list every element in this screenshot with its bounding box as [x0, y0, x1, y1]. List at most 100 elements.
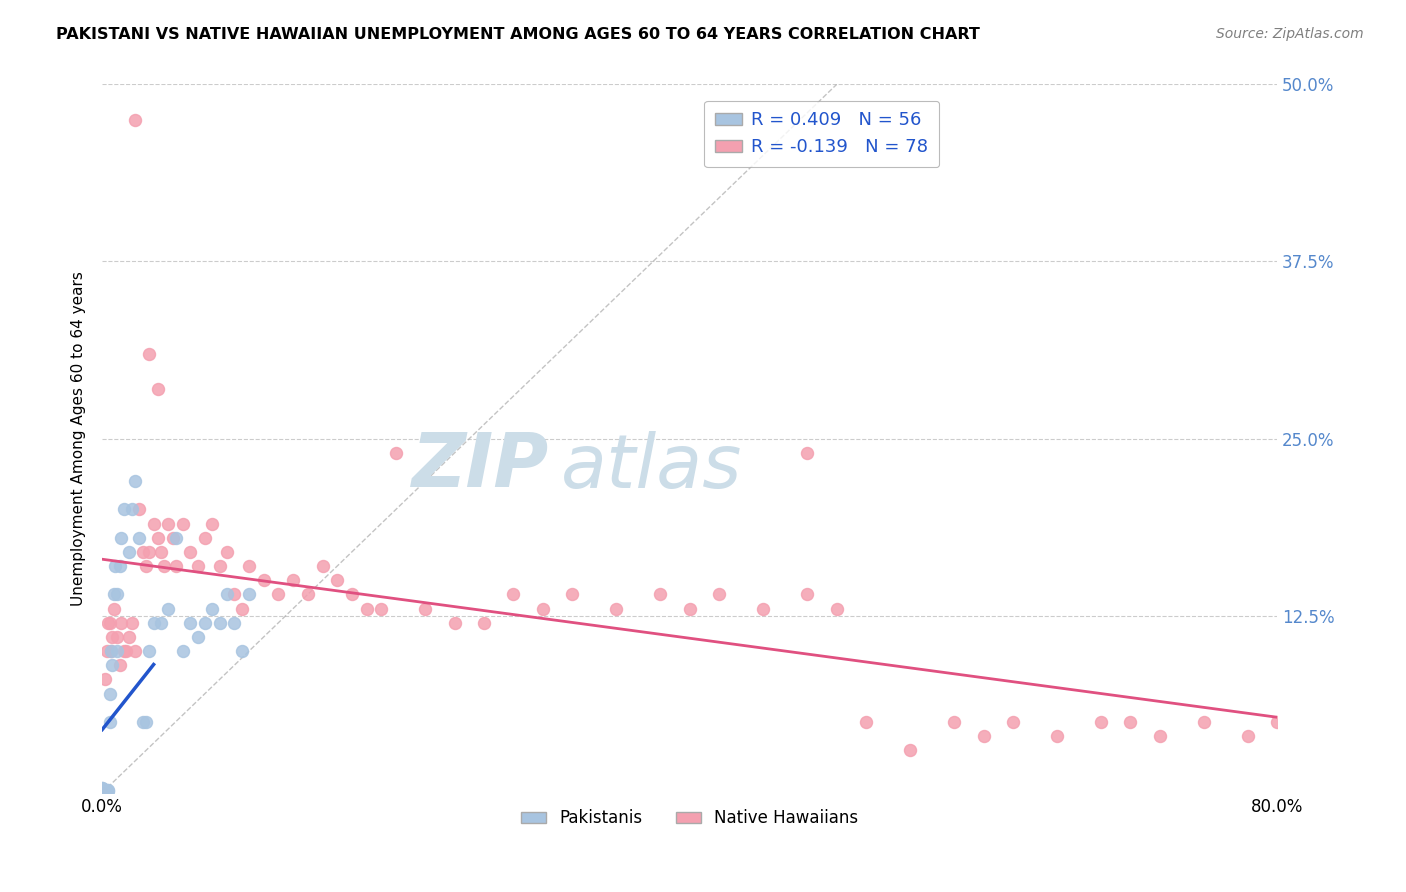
Text: ZIP: ZIP — [412, 430, 548, 503]
Point — [650, 587, 672, 601]
Point — [124, 112, 146, 127]
Text: atlas: atlas — [561, 431, 742, 503]
Point — [135, 714, 157, 729]
Point — [96, 786, 118, 800]
Point — [531, 601, 554, 615]
Point — [194, 615, 217, 630]
Point — [356, 601, 378, 615]
Point — [231, 644, 253, 658]
Point — [142, 615, 165, 630]
Point — [121, 615, 143, 630]
Y-axis label: Unemployment Among Ages 60 to 64 years: Unemployment Among Ages 60 to 64 years — [72, 271, 86, 606]
Point — [91, 786, 114, 800]
Point — [91, 786, 114, 800]
Point — [121, 502, 143, 516]
Point — [94, 784, 117, 798]
Point — [110, 615, 132, 630]
Point — [91, 781, 114, 796]
Point — [215, 545, 238, 559]
Point — [855, 714, 877, 729]
Point — [297, 587, 319, 601]
Point — [105, 644, 128, 658]
Point — [94, 782, 117, 797]
Point — [208, 559, 231, 574]
Point — [796, 587, 818, 601]
Point — [1119, 714, 1142, 729]
Point — [415, 601, 437, 615]
Point — [1149, 729, 1171, 743]
Point — [973, 729, 995, 743]
Point — [93, 782, 115, 797]
Point — [93, 784, 115, 798]
Point — [238, 559, 260, 574]
Point — [124, 644, 146, 658]
Point — [91, 786, 114, 800]
Point — [1001, 714, 1024, 729]
Point — [96, 784, 118, 798]
Point — [1090, 714, 1112, 729]
Point — [201, 601, 224, 615]
Point — [340, 587, 363, 601]
Point — [112, 644, 135, 658]
Point — [94, 673, 117, 687]
Point — [215, 587, 238, 601]
Point — [149, 615, 172, 630]
Point — [208, 615, 231, 630]
Point — [796, 446, 818, 460]
Point — [172, 644, 194, 658]
Point — [138, 545, 160, 559]
Point — [679, 601, 702, 615]
Point — [1046, 729, 1069, 743]
Point — [1237, 729, 1260, 743]
Point — [94, 784, 117, 798]
Point — [112, 502, 135, 516]
Point — [118, 545, 141, 559]
Point — [157, 516, 180, 531]
Point — [110, 531, 132, 545]
Point — [91, 786, 114, 800]
Point — [283, 573, 305, 587]
Point — [91, 784, 114, 798]
Point — [100, 644, 122, 658]
Point — [91, 786, 114, 800]
Point — [138, 644, 160, 658]
Point — [124, 474, 146, 488]
Point — [91, 782, 114, 797]
Point — [98, 714, 121, 729]
Point — [96, 644, 118, 658]
Point — [1192, 714, 1215, 729]
Point — [98, 615, 121, 630]
Point — [165, 531, 187, 545]
Point — [153, 559, 176, 574]
Point — [472, 615, 495, 630]
Point — [149, 545, 172, 559]
Point — [132, 545, 155, 559]
Point — [943, 714, 966, 729]
Point — [135, 559, 157, 574]
Point — [238, 587, 260, 601]
Point — [103, 587, 125, 601]
Point — [165, 559, 187, 574]
Point — [108, 559, 131, 574]
Point — [93, 784, 115, 798]
Point — [385, 446, 408, 460]
Point — [103, 601, 125, 615]
Point — [97, 615, 120, 630]
Point — [128, 502, 150, 516]
Point — [93, 786, 115, 800]
Point — [96, 782, 118, 797]
Point — [101, 630, 124, 644]
Point — [146, 531, 169, 545]
Point — [132, 714, 155, 729]
Point — [267, 587, 290, 601]
Point — [231, 601, 253, 615]
Point — [101, 658, 124, 673]
Point — [898, 743, 921, 757]
Point — [97, 784, 120, 798]
Point — [187, 559, 209, 574]
Point — [93, 786, 115, 800]
Point — [91, 786, 114, 800]
Point — [224, 615, 246, 630]
Point — [326, 573, 349, 587]
Point — [561, 587, 583, 601]
